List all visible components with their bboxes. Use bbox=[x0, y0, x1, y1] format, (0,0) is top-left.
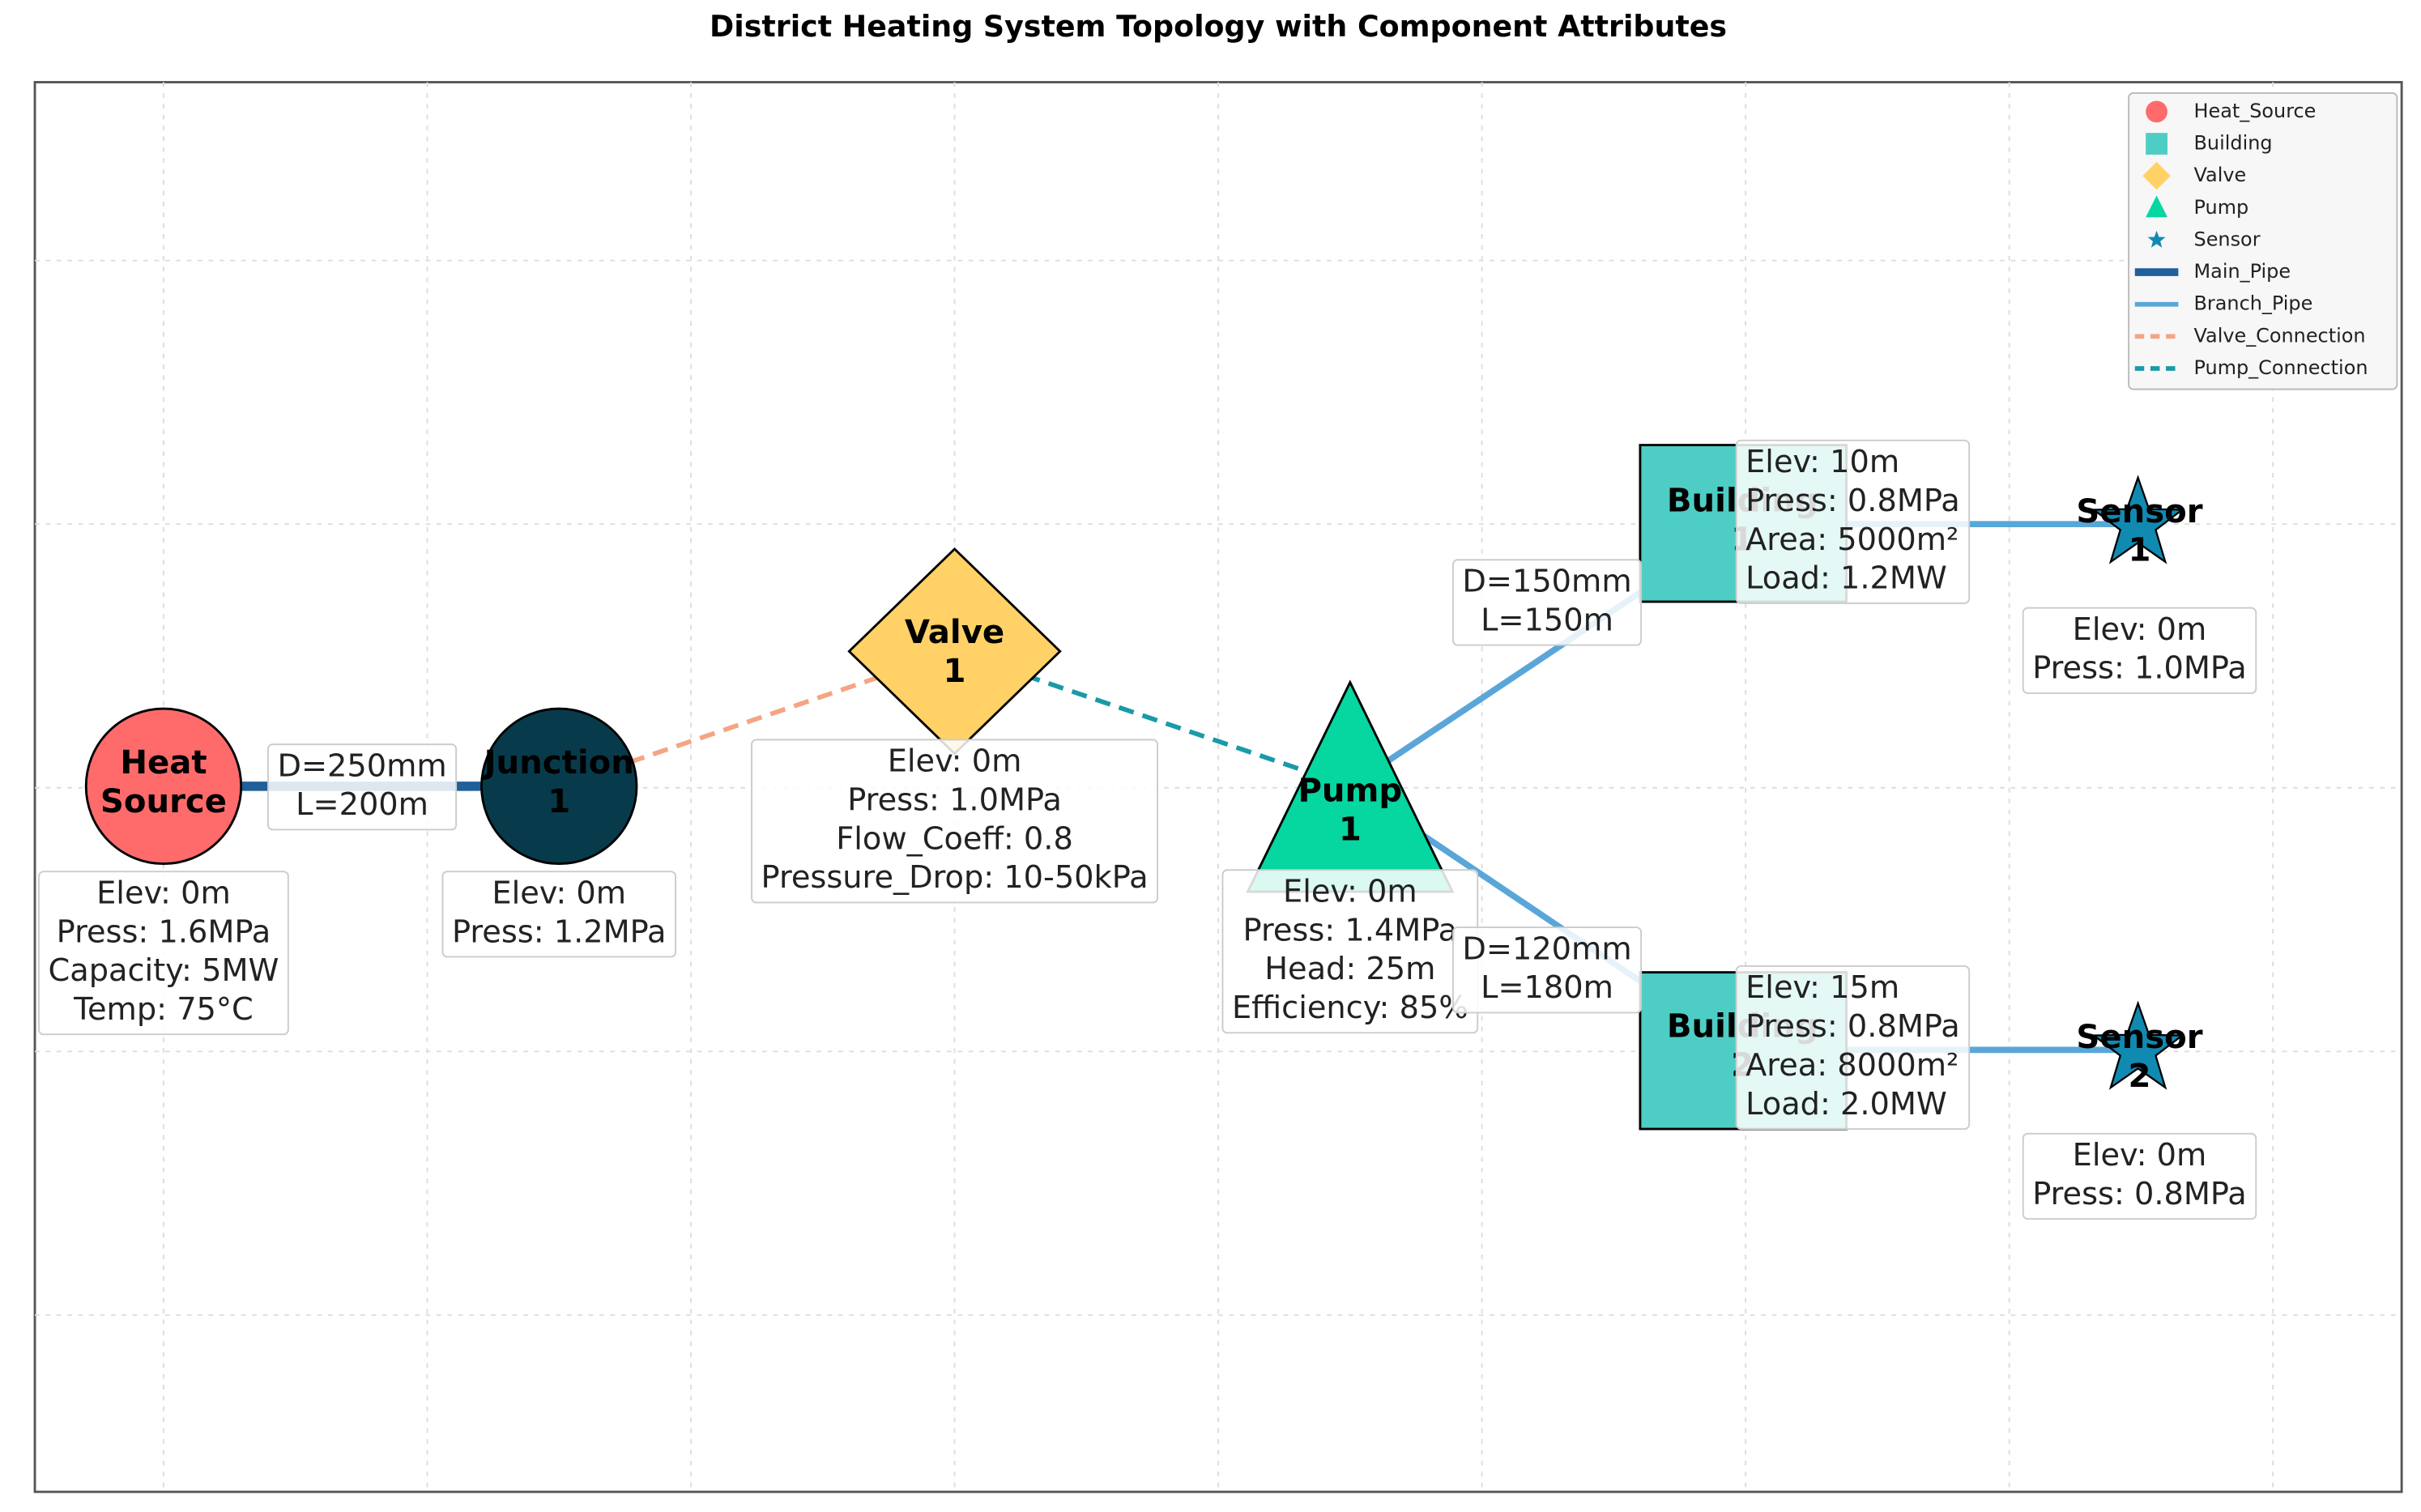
node-label: 2 bbox=[2129, 1058, 2151, 1095]
node-attribute: Press: 0.8MPa bbox=[1745, 1008, 1960, 1045]
title: District Heating System Topology with Co… bbox=[710, 9, 1727, 44]
node-attribute: Flow_Coeff: 0.8 bbox=[836, 820, 1073, 857]
node-attribute: Area: 5000m² bbox=[1745, 522, 1959, 558]
legend-label: Pump_Connection bbox=[2194, 356, 2368, 379]
node-attribute: Elev: 0m bbox=[96, 875, 231, 911]
pipe-label: L=180m bbox=[1481, 969, 1613, 1006]
labels: HeatSourceJunction1Valve1Pump1Building1B… bbox=[38, 439, 2257, 1220]
node-attribute: Elev: 0m bbox=[888, 743, 1022, 780]
node-attribute-box bbox=[1735, 965, 1971, 1130]
node-attribute: Press: 1.0MPa bbox=[847, 782, 1062, 818]
node-attribute: Load: 2.0MW bbox=[1745, 1086, 1947, 1122]
pipe-label: L=200m bbox=[296, 786, 428, 823]
node-label: 1 bbox=[548, 783, 570, 820]
heat-source-node bbox=[84, 707, 243, 866]
pipe-label: D=120mm bbox=[1462, 931, 1631, 967]
node-attribute: Press: 1.2MPa bbox=[452, 914, 667, 950]
legend-marker bbox=[2146, 195, 2167, 218]
legend-marker bbox=[2147, 230, 2166, 248]
node-attribute: Pressure_Drop: 10-50kPa bbox=[761, 859, 1149, 896]
node-attribute: Elev: 0m bbox=[1283, 873, 1417, 909]
node-attribute-box bbox=[38, 871, 289, 1036]
node-attribute: Press: 1.6MPa bbox=[57, 914, 271, 950]
node-attribute-box bbox=[751, 739, 1158, 904]
node-attribute: Elev: 10m bbox=[1745, 444, 1899, 480]
node-attribute-box bbox=[2022, 1132, 2257, 1220]
node-attribute: Elev: 0m bbox=[2073, 1137, 2207, 1173]
node-attribute: Temp: 75°C bbox=[73, 991, 254, 1028]
legend-label: Sensor bbox=[2194, 228, 2261, 250]
node-attribute: Press: 1.0MPa bbox=[2032, 650, 2247, 687]
pipe-label-box bbox=[1451, 559, 1643, 646]
legend-label: Pump bbox=[2194, 196, 2249, 219]
node-label: Valve bbox=[905, 614, 1004, 651]
node-label: Sensor bbox=[2076, 493, 2202, 530]
node-label: 1 bbox=[2129, 532, 2151, 569]
node-label: Pump bbox=[1298, 772, 1402, 809]
legend-box bbox=[2128, 92, 2398, 390]
pipe-label: D=150mm bbox=[1462, 563, 1631, 599]
legend-label: Main_Pipe bbox=[2194, 260, 2291, 283]
node-attribute: Elev: 15m bbox=[1745, 969, 1899, 1006]
node-label: 1 bbox=[944, 653, 966, 690]
node-label: Heat bbox=[120, 744, 207, 782]
node-attribute-box bbox=[1735, 439, 1971, 604]
pipe-label: L=150m bbox=[1481, 602, 1613, 638]
legend-marker bbox=[2146, 100, 2167, 123]
sensor-node bbox=[2091, 475, 2185, 564]
legend-marker bbox=[2146, 133, 2167, 155]
node-attribute: Press: 1.4MPa bbox=[1243, 912, 1458, 948]
pump-connection bbox=[953, 649, 1351, 789]
node-label: Junction bbox=[482, 744, 634, 782]
node-attribute-box bbox=[441, 871, 676, 958]
junction-node bbox=[480, 707, 638, 866]
legend-label: Valve bbox=[2194, 164, 2247, 186]
pipe-label-box bbox=[267, 743, 458, 831]
pipe-label-box bbox=[1451, 926, 1643, 1014]
node-label: Sensor bbox=[2076, 1019, 2202, 1056]
node-attribute: Area: 8000m² bbox=[1745, 1047, 1959, 1084]
node-label: 1 bbox=[1339, 811, 1362, 848]
legend: Heat_Source Building Valve Pump Sensor Main_P… bbox=[2128, 92, 2398, 390]
node-attribute: Efficiency: 85% bbox=[1232, 990, 1468, 1026]
legend-label: Valve_Connection bbox=[2194, 324, 2366, 347]
node-attribute: Load: 1.2MW bbox=[1745, 560, 1947, 597]
node-attribute-box bbox=[2022, 607, 2257, 694]
node-attribute: Press: 0.8MPa bbox=[2032, 1176, 2247, 1212]
legend-label: Building bbox=[2194, 132, 2273, 155]
node-attribute: Elev: 0m bbox=[2073, 611, 2207, 648]
legend-label: Branch_Pipe bbox=[2194, 292, 2313, 315]
node-attribute: Capacity: 5MW bbox=[49, 952, 279, 989]
node-attribute: Head: 25m bbox=[1264, 951, 1435, 987]
legend-label: Heat_Source bbox=[2194, 100, 2317, 122]
node-attribute: Elev: 0m bbox=[492, 875, 626, 911]
node-attribute: Press: 0.8MPa bbox=[1745, 483, 1960, 519]
sensor-node bbox=[2091, 1000, 2185, 1090]
node-label: Source bbox=[100, 783, 227, 820]
pipe-label: D=250mm bbox=[277, 747, 446, 784]
legend-marker bbox=[2142, 161, 2171, 190]
